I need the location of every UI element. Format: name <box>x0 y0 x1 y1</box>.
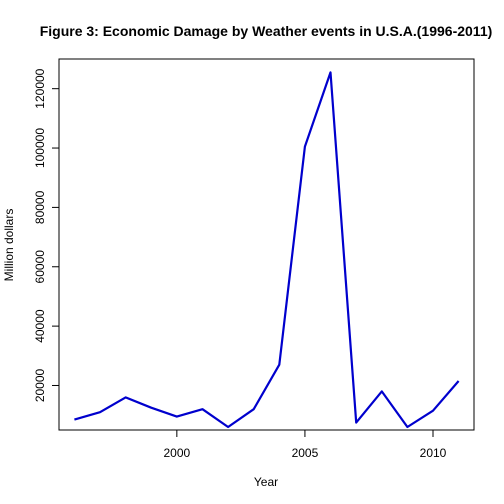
y-axis-label: Million dollars <box>2 209 16 282</box>
series-layer <box>74 71 460 429</box>
plot-frame <box>58 58 475 431</box>
x-axis-label: Year <box>254 475 278 489</box>
x-tick-label: 2000 <box>163 446 190 460</box>
y-tick-label: 80000 <box>33 190 47 224</box>
y-tick-label: 60000 <box>33 250 47 284</box>
x-axis: 2000 2005 2010 <box>163 430 447 460</box>
x-tick-label: 2005 <box>292 446 319 460</box>
chart-title: Figure 3: Economic Damage by Weather eve… <box>40 23 493 39</box>
series-line <box>74 71 460 429</box>
y-tick-label: 20000 <box>33 368 47 402</box>
x-tick-label: 2010 <box>420 446 447 460</box>
y-tick-label: 100000 <box>33 128 47 168</box>
y-axis: 20000 40000 60000 80000 100000 120000 <box>33 68 59 402</box>
y-tick-label: 120000 <box>33 68 47 108</box>
y-tick-label: 40000 <box>33 309 47 343</box>
